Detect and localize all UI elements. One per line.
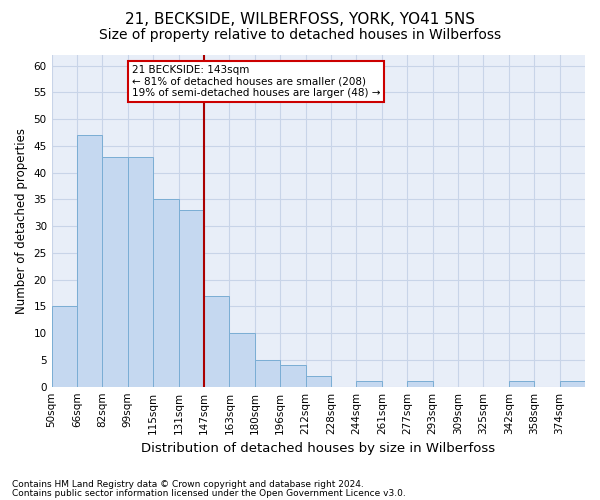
Bar (255, 360, 280, 386)
Text: Contains public sector information licensed under the Open Government Licence v3: Contains public sector information licen… (12, 489, 406, 498)
Bar (204, 296, 229, 386)
Text: 21, BECKSIDE, WILBERFOSS, YORK, YO41 5NS: 21, BECKSIDE, WILBERFOSS, YORK, YO41 5NS (125, 12, 475, 28)
Text: Size of property relative to detached houses in Wilberfoss: Size of property relative to detached ho… (99, 28, 501, 42)
Bar (407, 382, 433, 386)
Bar (509, 382, 534, 386)
Bar (179, 210, 204, 386)
Bar (103, 156, 128, 386)
X-axis label: Distribution of detached houses by size in Wilberfoss: Distribution of detached houses by size … (141, 442, 496, 455)
Bar (356, 382, 382, 386)
Bar (560, 382, 585, 386)
Bar (305, 376, 331, 386)
Bar (77, 135, 103, 386)
Bar (280, 366, 305, 386)
Bar (229, 333, 255, 386)
Bar (52, 306, 77, 386)
Text: Contains HM Land Registry data © Crown copyright and database right 2024.: Contains HM Land Registry data © Crown c… (12, 480, 364, 489)
Y-axis label: Number of detached properties: Number of detached properties (15, 128, 28, 314)
Bar (153, 200, 179, 386)
Text: 21 BECKSIDE: 143sqm
← 81% of detached houses are smaller (208)
19% of semi-detac: 21 BECKSIDE: 143sqm ← 81% of detached ho… (131, 65, 380, 98)
Bar (128, 156, 153, 386)
